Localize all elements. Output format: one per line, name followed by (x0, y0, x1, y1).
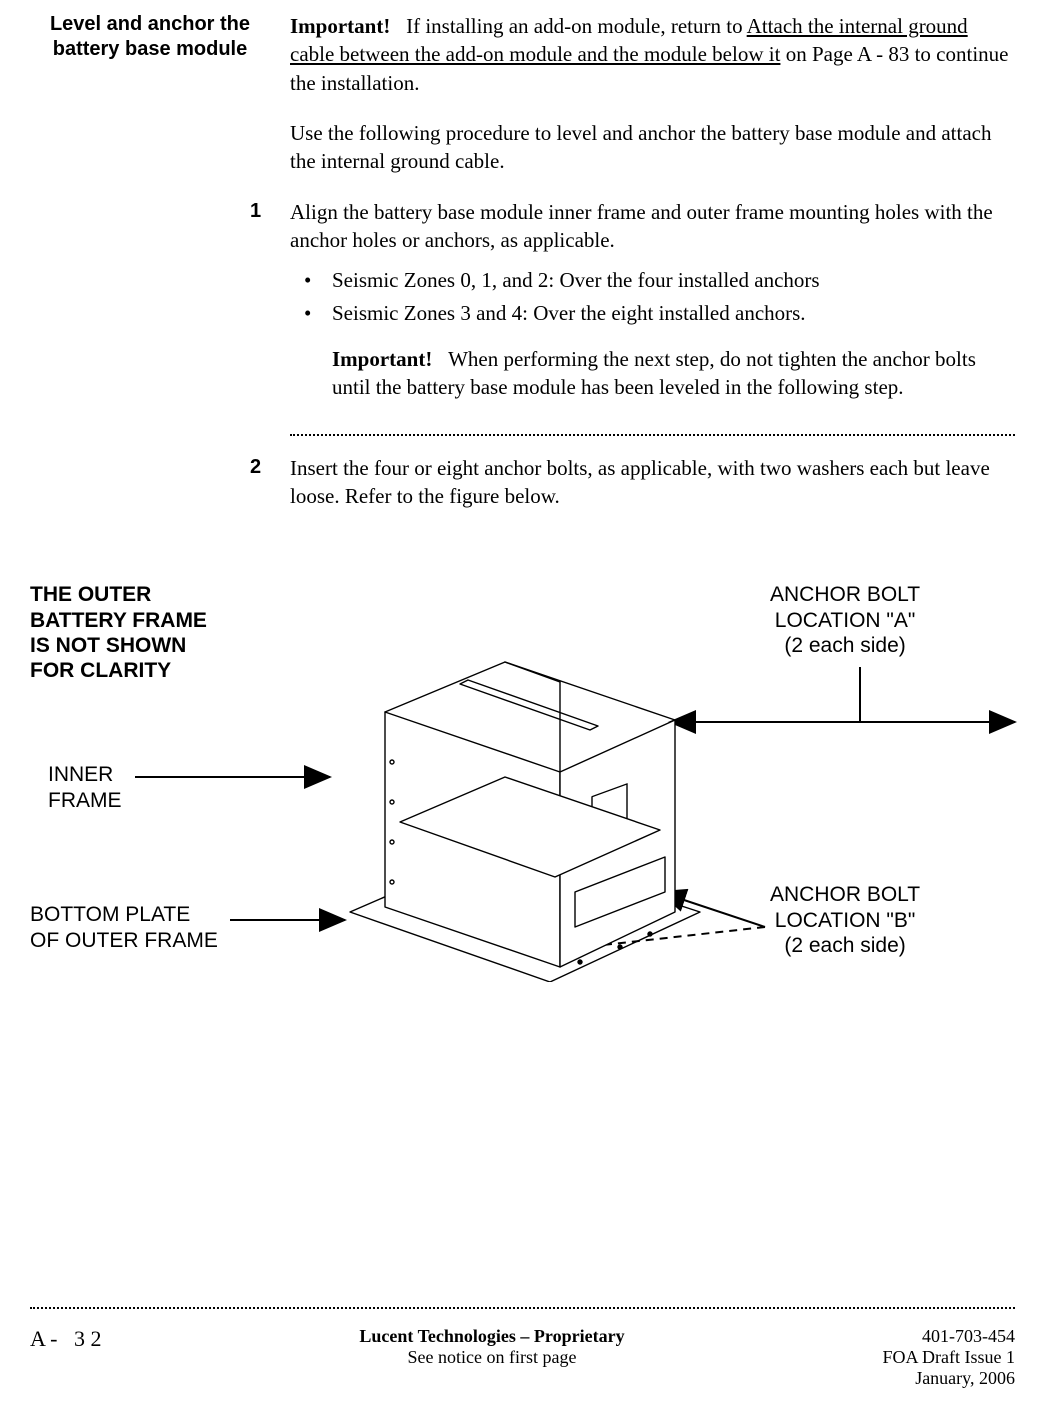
step-2-number: 2 (250, 454, 290, 481)
footer-proprietary: Lucent Technologies – Proprietary (102, 1326, 883, 1347)
step-1: 1 Align the battery base module inner fr… (290, 198, 1015, 424)
step-2-text: Insert the four or eight anchor bolts, a… (290, 454, 1015, 511)
top-row: Level and anchor thebattery base module … (30, 12, 1015, 542)
step-1-text: Align the battery base module inner fram… (290, 198, 1015, 255)
important-label: Important! (332, 347, 432, 371)
bullet-item: Seismic Zones 3 and 4: Over the eight in… (290, 299, 1015, 327)
step-1-important: Important! When performing the next step… (290, 345, 1015, 402)
footer-center: Lucent Technologies – Proprietary See no… (102, 1326, 883, 1368)
step-2: 2 Insert the four or eight anchor bolts,… (290, 454, 1015, 533)
section-side-heading: Level and anchor thebattery base module (30, 12, 290, 62)
footer-doc-info: 401-703-454FOA Draft Issue 1January, 200… (883, 1326, 1016, 1389)
bullet-item: Seismic Zones 0, 1, and 2: Over the four… (290, 266, 1015, 294)
top-important-pre: If installing an add-on module, return t… (406, 14, 747, 38)
step-1-number: 1 (250, 198, 290, 225)
page-footer: A - 3 2 Lucent Technologies – Proprietar… (30, 1326, 1015, 1389)
step-2-body: Insert the four or eight anchor bolts, a… (290, 454, 1015, 533)
step-1-bullets: Seismic Zones 0, 1, and 2: Over the four… (290, 266, 1015, 327)
footer-page-number: A - 3 2 (30, 1326, 102, 1352)
important-label: Important! (290, 14, 390, 38)
top-important-para: Important! If installing an add-on modul… (290, 12, 1015, 97)
body-column: Important! If installing an add-on modul… (290, 12, 1015, 542)
footer-separator (30, 1307, 1015, 1309)
page: Level and anchor thebattery base module … (0, 0, 1045, 1409)
step-separator (290, 434, 1015, 436)
intro-para: Use the following procedure to level and… (290, 119, 1015, 176)
figure-illustration (330, 592, 720, 982)
step-1-body: Align the battery base module inner fram… (290, 198, 1015, 424)
figure-area: THE OUTERBATTERY FRAMEIS NOT SHOWNFOR CL… (30, 562, 1015, 1032)
footer-notice: See notice on first page (102, 1347, 883, 1368)
